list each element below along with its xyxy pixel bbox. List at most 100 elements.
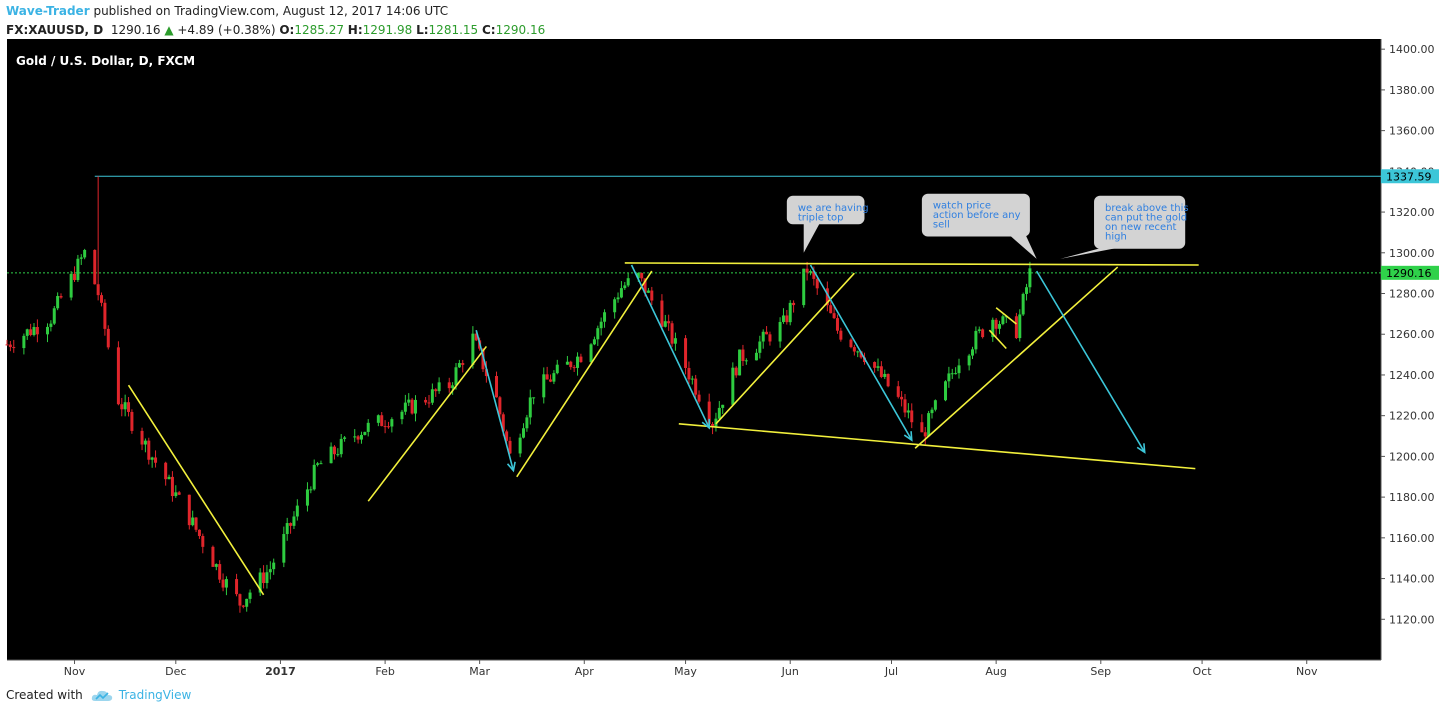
x-tick-label: 2017	[265, 665, 296, 678]
candle-body	[626, 278, 630, 286]
candle-body	[241, 605, 245, 607]
callout-box	[921, 193, 1030, 237]
candle-body	[670, 323, 674, 344]
trendlines	[127, 262, 1199, 596]
y-tick-label: 1320.00	[1389, 206, 1435, 219]
price-level-label-bg	[1381, 265, 1439, 280]
candle-body	[154, 457, 158, 463]
y-tick-label: 1280.00	[1389, 288, 1435, 301]
candle-body	[329, 446, 333, 464]
candle-body	[549, 379, 553, 382]
candle-body	[106, 328, 110, 348]
candle-body	[167, 476, 171, 480]
y-tick-label: 1220.00	[1389, 410, 1435, 423]
candle-body	[758, 341, 762, 353]
candle-body	[12, 347, 16, 349]
candle-body	[147, 440, 151, 460]
candle-body	[238, 594, 242, 606]
tradingview-brand-link[interactable]: TradingView	[118, 688, 192, 702]
candle-body	[103, 302, 107, 329]
candle-body	[214, 564, 218, 567]
candle-body	[143, 440, 147, 445]
candle-body	[413, 399, 417, 414]
trendline	[516, 270, 653, 478]
candle-body	[542, 374, 546, 398]
y-tick-label: 1400.00	[1389, 43, 1435, 56]
candle-body	[93, 249, 97, 285]
candle-body	[285, 523, 289, 535]
candle-body	[505, 431, 509, 441]
candle-body	[660, 300, 664, 327]
arrow-head	[506, 461, 516, 473]
x-tick-label: Mar	[469, 665, 490, 678]
candle-body	[508, 440, 512, 454]
published-text: published on TradingView.com, August 12,…	[93, 4, 449, 18]
trendline	[127, 384, 265, 596]
candle-body	[781, 315, 785, 322]
arrows	[475, 264, 1146, 473]
arrow-head	[903, 431, 913, 442]
candle-body	[832, 313, 836, 319]
candle-body	[407, 399, 411, 403]
candle-body	[457, 363, 461, 368]
candle-body	[100, 295, 104, 303]
time-axis[interactable]	[7, 660, 1381, 683]
candle-body	[967, 355, 971, 366]
candle-body	[754, 352, 758, 361]
candle-body	[876, 366, 880, 368]
candle-body	[873, 362, 877, 368]
candle-body	[687, 367, 691, 380]
candle-body	[977, 329, 981, 331]
candle-body	[484, 369, 488, 377]
callout-text: watch price	[933, 201, 991, 212]
ohlc-line: FX:XAUUSD, D 1290.16 ▲ +4.89 (+0.38%) O:…	[6, 21, 545, 40]
trendline	[995, 307, 1017, 325]
candle-body	[950, 373, 954, 375]
candle-body	[906, 410, 910, 413]
trendline	[367, 345, 488, 502]
candle-body	[410, 399, 414, 414]
candle-body	[211, 546, 215, 567]
candle-body	[765, 331, 769, 335]
high-value: 1291.98	[362, 23, 413, 37]
trendline	[914, 266, 1119, 449]
candle-body	[545, 374, 549, 380]
candle-body	[741, 349, 745, 362]
candle-body	[366, 422, 370, 432]
y-tick-label: 1160.00	[1389, 532, 1435, 545]
candle-body	[268, 569, 272, 573]
candle-body	[518, 437, 522, 454]
callout-box	[1094, 195, 1186, 249]
author-link[interactable]: Wave-Trader	[6, 4, 90, 18]
candle-body	[886, 373, 890, 387]
candle-body	[697, 394, 701, 402]
candle-body	[282, 534, 286, 563]
callout-text: sell	[933, 220, 950, 231]
y-tick-label: 1180.00	[1389, 491, 1435, 504]
candle-body	[835, 318, 839, 331]
candle-body	[1018, 314, 1022, 339]
candle-body	[1028, 268, 1032, 288]
candle-body	[319, 463, 323, 465]
chart-plot-area[interactable]	[7, 39, 1381, 660]
candle-body	[690, 378, 694, 380]
candle-body	[461, 363, 465, 365]
candle-body	[262, 572, 266, 584]
price-level-label: 1290.16	[1386, 267, 1432, 280]
candle-body	[802, 268, 806, 306]
candle-body	[79, 257, 83, 259]
candle-body	[933, 400, 937, 410]
candle-body	[218, 564, 222, 580]
candle-body	[32, 327, 36, 336]
candle-body	[170, 476, 174, 497]
price-level-label: 1337.59	[1386, 170, 1432, 183]
candle-body	[738, 349, 742, 376]
candle-body	[974, 330, 978, 350]
candle-body	[235, 579, 239, 595]
candle-body	[788, 302, 792, 323]
price-axis[interactable]	[1381, 39, 1440, 660]
x-tick-label: May	[674, 665, 697, 678]
candle-body	[930, 409, 934, 414]
